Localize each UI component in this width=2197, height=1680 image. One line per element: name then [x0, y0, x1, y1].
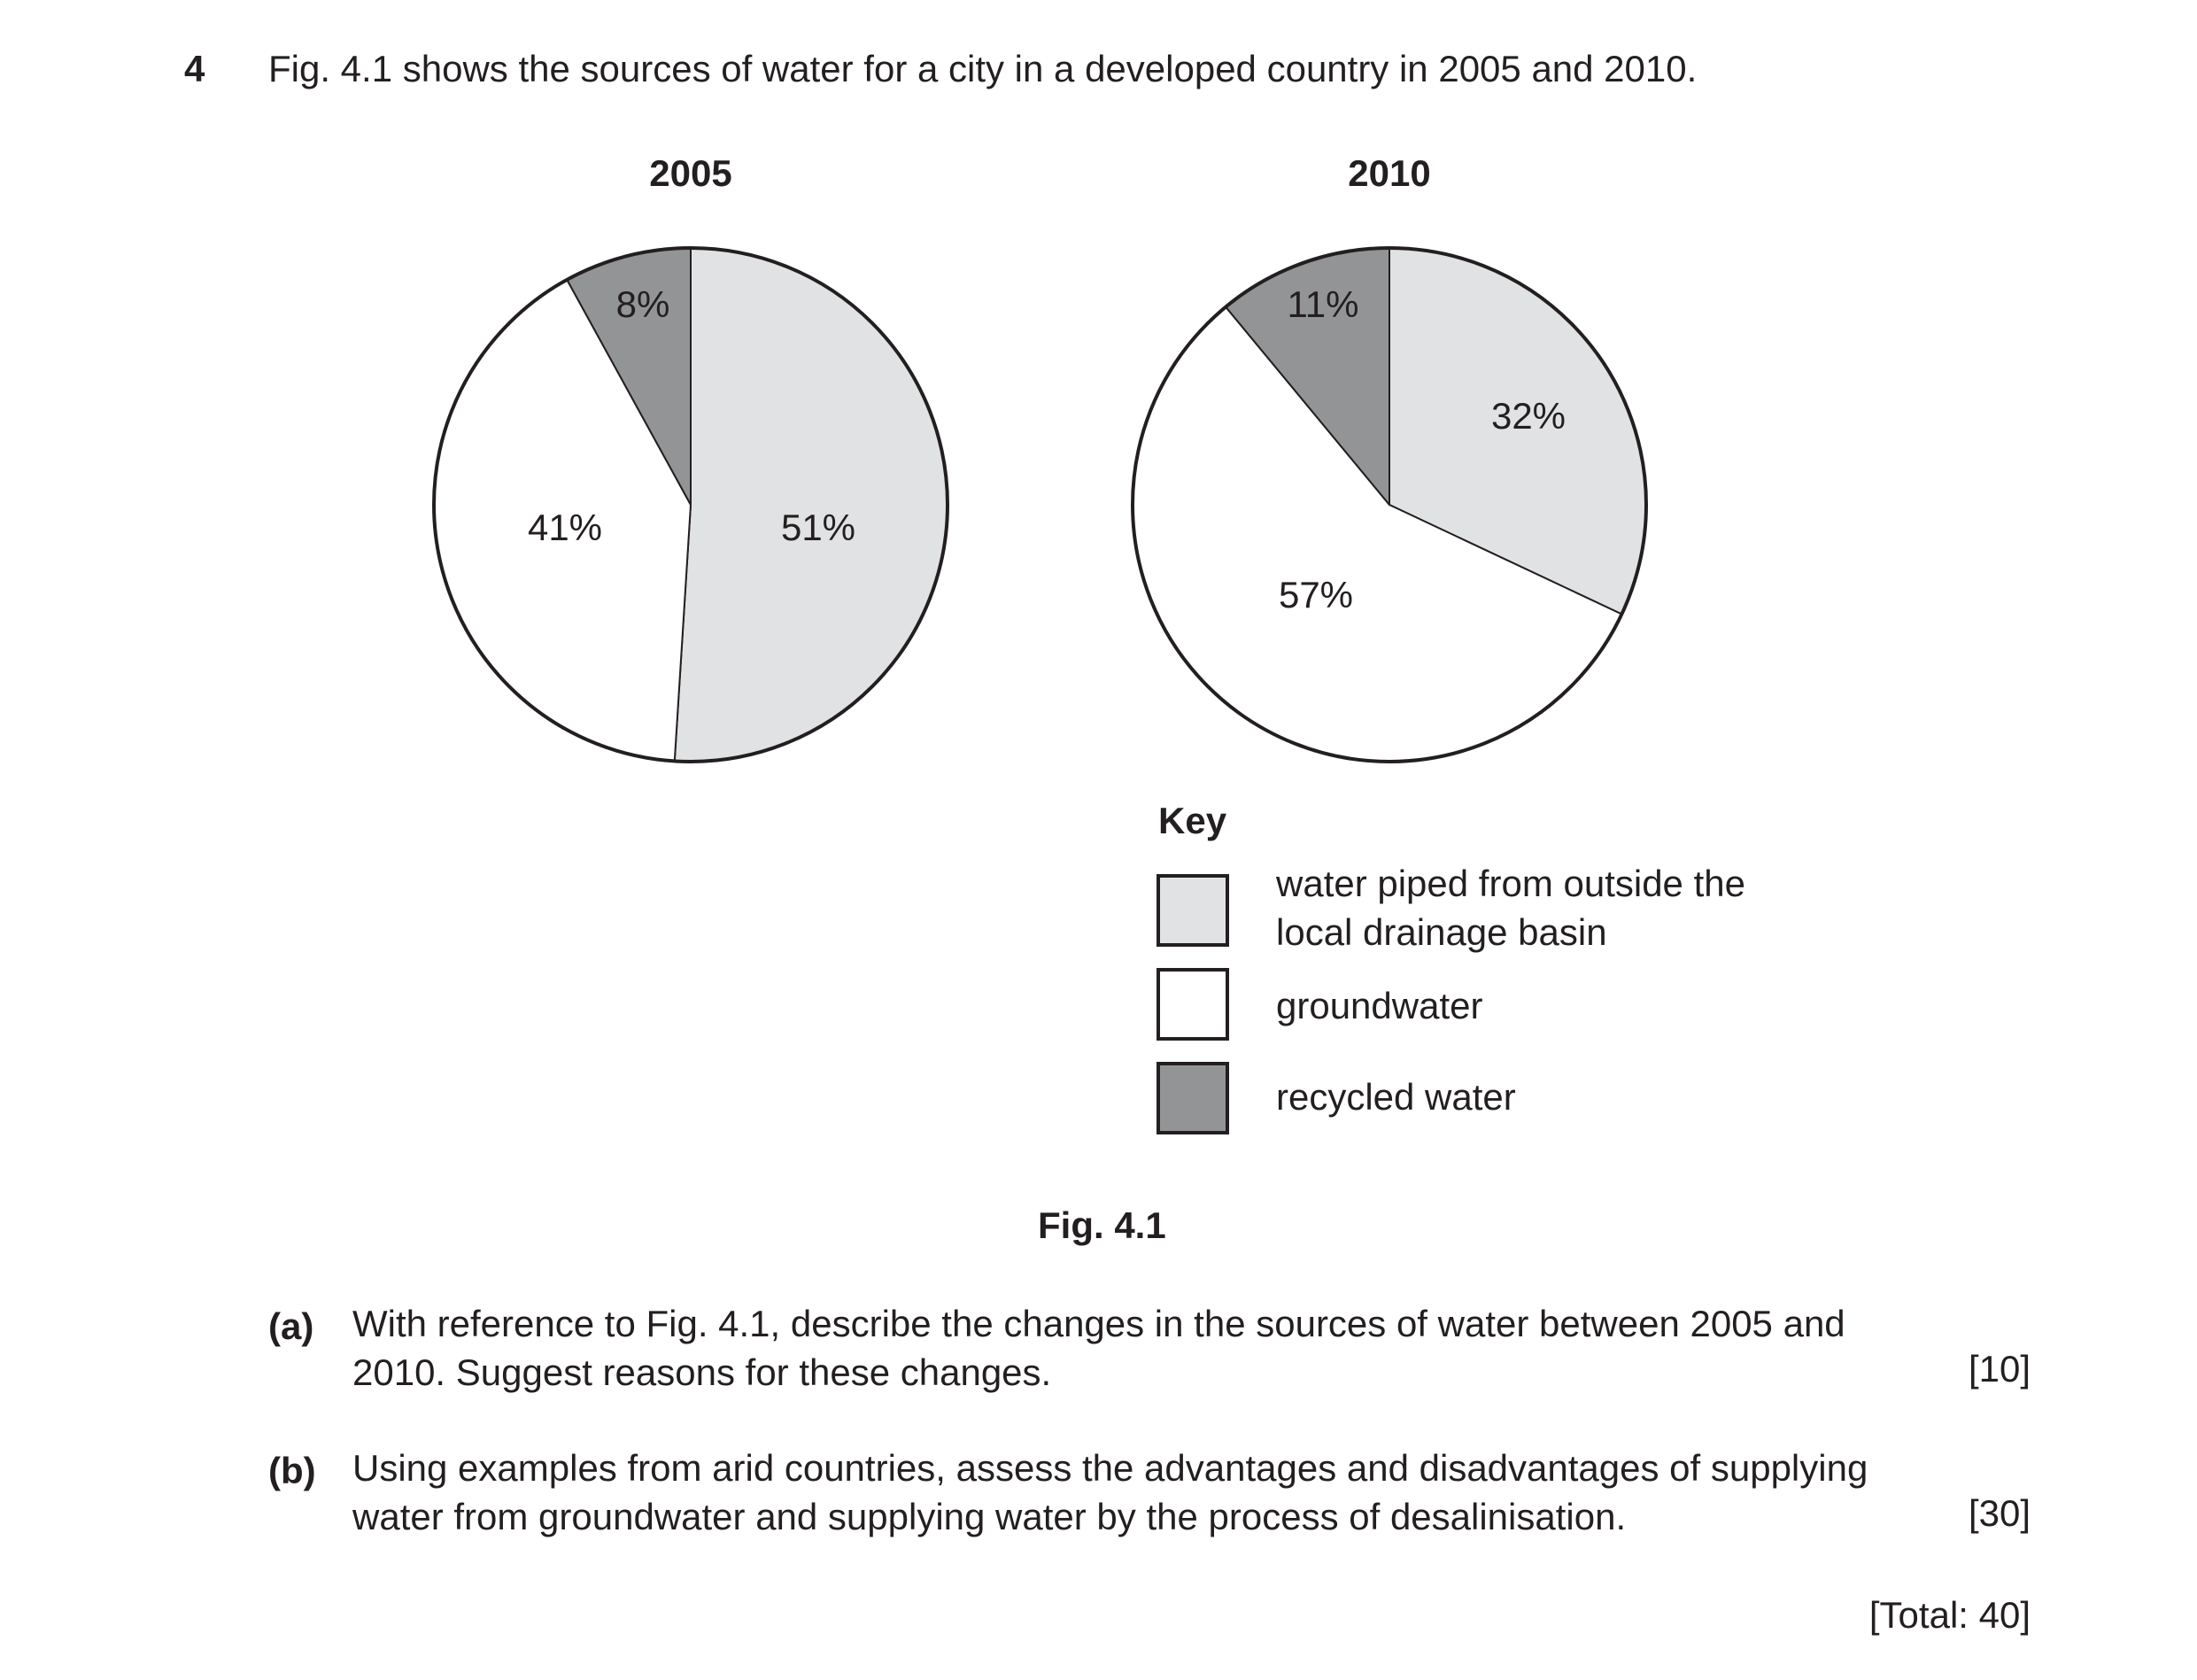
part-b-line1: Using examples from arid countries, asse…: [352, 1447, 1868, 1489]
total-marks: [Total: 40]: [1868, 1594, 2031, 1636]
pie-label-2010-recycled: 11%: [1288, 283, 1359, 325]
key-swatch-piped: [1157, 874, 1229, 947]
question-number: 4: [184, 48, 205, 89]
pie-chart-2010: 2010 32% 57% 11%: [1131, 152, 1648, 763]
pie-label-2010-piped: 32%: [1491, 395, 1566, 437]
part-a-text: With reference to Fig. 4.1, describe the…: [352, 1299, 2031, 1397]
key-label-groundwater: groundwater: [1276, 985, 1483, 1026]
key-title: Key: [1158, 800, 1227, 841]
pie-chart-2005: 2005 51% 41% 8%: [432, 152, 949, 763]
key-swatch-recycled: [1157, 1062, 1229, 1134]
key-label-piped-line2: local drainage basin: [1276, 911, 1607, 953]
pie-label-2005-piped: 51%: [781, 507, 855, 548]
pie-outline-2005: [432, 246, 949, 763]
pie-label-2005-recycled: 8%: [616, 283, 670, 325]
pie-title-2010: 2010: [1348, 152, 1430, 194]
key-label-recycled: recycled water: [1276, 1076, 1516, 1118]
pie-label-2005-groundwater: 41%: [528, 507, 602, 548]
key-label-piped: water piped from outside the local drain…: [1276, 859, 1745, 956]
part-b-text: Using examples from arid countries, asse…: [352, 1444, 2031, 1541]
part-a-marks: [10]: [1968, 1348, 2031, 1390]
part-a-line2: 2010. Suggest reasons for these changes.: [352, 1351, 1052, 1393]
pie-outline-2010: [1131, 246, 1648, 763]
pie-slice-2005-piped: [673, 247, 948, 763]
part-a-label: (a): [268, 1305, 314, 1347]
pie-label-2010-groundwater: 57%: [1279, 574, 1353, 615]
part-a-line1: With reference to Fig. 4.1, describe the…: [352, 1303, 1845, 1344]
question-intro: Fig. 4.1 shows the sources of water for …: [268, 48, 1698, 89]
pie-title-2005: 2005: [649, 152, 731, 194]
part-b-label: (b): [268, 1450, 316, 1491]
key-label-piped-line1: water piped from outside the: [1276, 863, 1745, 904]
part-b-marks: [30]: [1968, 1492, 2031, 1534]
key-swatch-groundwater: [1157, 968, 1229, 1041]
part-b-line2: water from groundwater and supplying wat…: [352, 1496, 1627, 1537]
figure-caption: Fig. 4.1: [1038, 1204, 1166, 1246]
